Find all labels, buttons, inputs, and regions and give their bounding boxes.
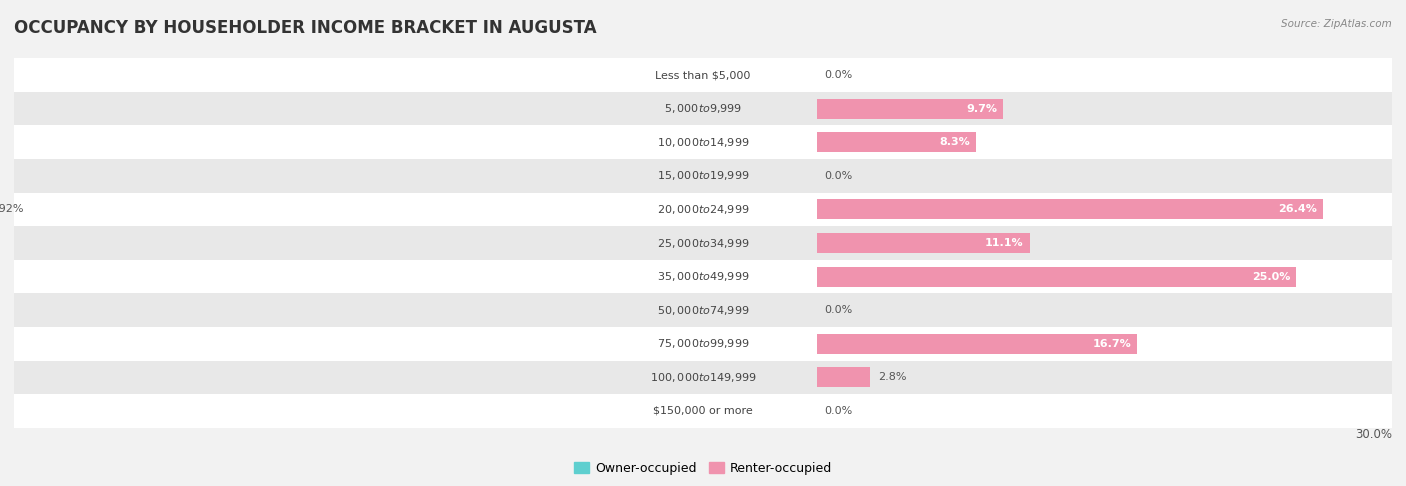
- Bar: [817, 294, 1392, 327]
- Bar: [0, 334, 14, 354]
- Bar: [817, 266, 1296, 287]
- Bar: [14, 58, 589, 92]
- Bar: [817, 260, 1392, 294]
- Bar: [0, 132, 14, 152]
- Bar: [589, 294, 817, 327]
- Bar: [14, 327, 589, 361]
- Bar: [0, 300, 14, 320]
- Text: OCCUPANCY BY HOUSEHOLDER INCOME BRACKET IN AUGUSTA: OCCUPANCY BY HOUSEHOLDER INCOME BRACKET …: [14, 19, 596, 37]
- Bar: [589, 125, 817, 159]
- Text: $25,000 to $34,999: $25,000 to $34,999: [657, 237, 749, 249]
- Bar: [14, 260, 589, 294]
- Bar: [817, 226, 1392, 260]
- Bar: [14, 159, 589, 192]
- Bar: [589, 327, 817, 361]
- Text: $15,000 to $19,999: $15,000 to $19,999: [657, 169, 749, 182]
- Bar: [589, 260, 817, 294]
- Bar: [0, 99, 14, 119]
- Text: Less than $5,000: Less than $5,000: [655, 70, 751, 80]
- Bar: [589, 92, 817, 125]
- Text: $5,000 to $9,999: $5,000 to $9,999: [664, 102, 742, 115]
- Bar: [589, 394, 817, 428]
- Bar: [817, 233, 1029, 253]
- Text: Source: ZipAtlas.com: Source: ZipAtlas.com: [1281, 19, 1392, 30]
- Text: $35,000 to $49,999: $35,000 to $49,999: [657, 270, 749, 283]
- Text: 0.0%: 0.0%: [824, 305, 852, 315]
- Bar: [817, 334, 1137, 354]
- Text: $20,000 to $24,999: $20,000 to $24,999: [657, 203, 749, 216]
- Bar: [589, 58, 817, 92]
- Text: 9.7%: 9.7%: [966, 104, 997, 114]
- Bar: [817, 92, 1392, 125]
- Text: 0.92%: 0.92%: [0, 205, 24, 214]
- Bar: [0, 367, 14, 387]
- Bar: [14, 294, 589, 327]
- Text: 8.3%: 8.3%: [939, 137, 970, 147]
- Text: 30.0%: 30.0%: [1355, 428, 1392, 441]
- Text: $100,000 to $149,999: $100,000 to $149,999: [650, 371, 756, 384]
- Text: 16.7%: 16.7%: [1092, 339, 1132, 349]
- Bar: [817, 367, 870, 387]
- Bar: [817, 159, 1392, 192]
- Text: 0.0%: 0.0%: [824, 406, 852, 416]
- Bar: [817, 132, 976, 152]
- Bar: [0, 65, 14, 85]
- Bar: [14, 226, 589, 260]
- Text: $150,000 or more: $150,000 or more: [654, 406, 752, 416]
- Text: $75,000 to $99,999: $75,000 to $99,999: [657, 337, 749, 350]
- Legend: Owner-occupied, Renter-occupied: Owner-occupied, Renter-occupied: [568, 457, 838, 480]
- Bar: [14, 394, 589, 428]
- Bar: [817, 125, 1392, 159]
- Bar: [589, 226, 817, 260]
- Text: 25.0%: 25.0%: [1251, 272, 1291, 281]
- Bar: [0, 199, 14, 220]
- Bar: [817, 58, 1392, 92]
- Text: 26.4%: 26.4%: [1278, 205, 1317, 214]
- Bar: [817, 327, 1392, 361]
- Bar: [589, 361, 817, 394]
- Bar: [0, 233, 14, 253]
- Bar: [817, 199, 1323, 220]
- Bar: [589, 159, 817, 192]
- Text: 0.0%: 0.0%: [824, 171, 852, 181]
- Bar: [14, 125, 589, 159]
- Text: 2.8%: 2.8%: [879, 372, 907, 382]
- Bar: [817, 361, 1392, 394]
- Bar: [14, 361, 589, 394]
- Bar: [817, 394, 1392, 428]
- Text: 0.0%: 0.0%: [824, 70, 852, 80]
- Bar: [0, 166, 14, 186]
- Bar: [0, 266, 14, 287]
- Bar: [0, 401, 14, 421]
- Text: $50,000 to $74,999: $50,000 to $74,999: [657, 304, 749, 317]
- Bar: [589, 192, 817, 226]
- Text: $10,000 to $14,999: $10,000 to $14,999: [657, 136, 749, 149]
- Bar: [14, 192, 589, 226]
- Bar: [817, 99, 1002, 119]
- Bar: [14, 92, 589, 125]
- Text: 11.1%: 11.1%: [986, 238, 1024, 248]
- Bar: [817, 192, 1392, 226]
